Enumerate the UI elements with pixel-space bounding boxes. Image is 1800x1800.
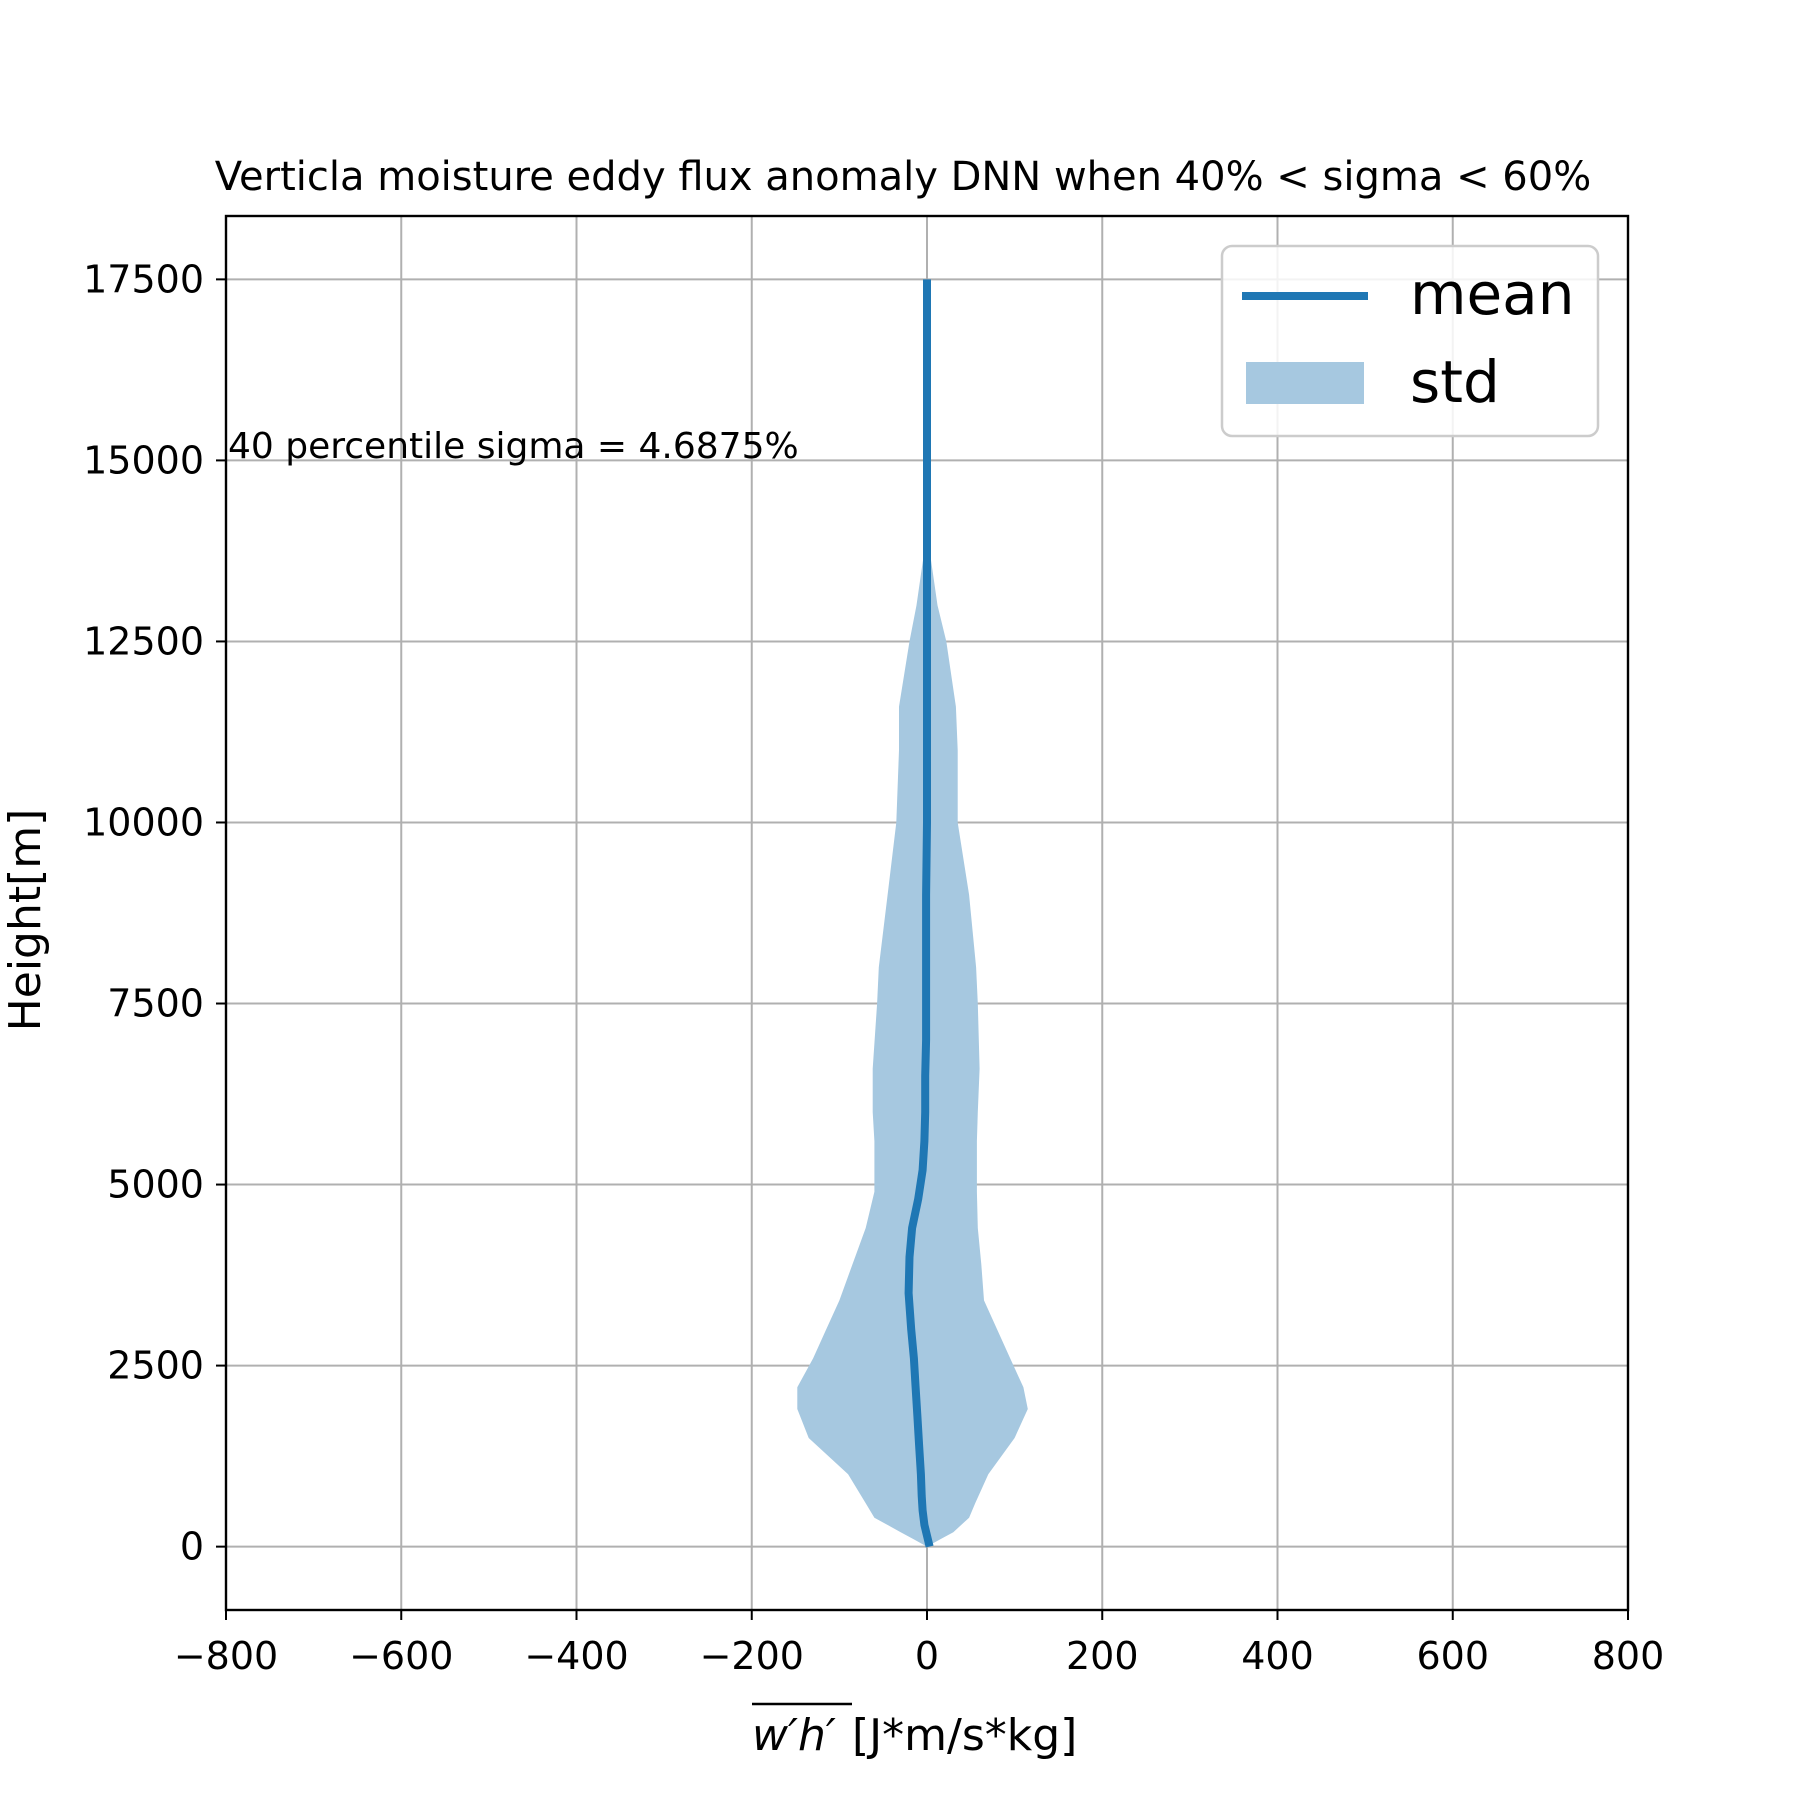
x-tick-label: 600: [1416, 1634, 1489, 1678]
x-tick-label: −600: [349, 1634, 453, 1678]
y-tick-label: 15000: [83, 438, 204, 482]
legend: mean std: [1220, 244, 1600, 438]
y-tick-label: 10000: [83, 800, 204, 844]
x-label-symbol: w′h′: [752, 1710, 836, 1761]
legend-std-swatch: [1246, 362, 1364, 404]
y-tick-label: 7500: [107, 982, 204, 1026]
x-tick-label: 800: [1592, 1634, 1665, 1678]
line-layer: [904, 279, 934, 1548]
std-band: [797, 532, 1028, 1547]
y-tick-label: 2500: [107, 1344, 204, 1388]
y-tick-label: 0: [180, 1525, 204, 1569]
legend-mean-label: mean: [1410, 260, 1574, 328]
x-axis-ticks: −800 −600 −400 −200 0 200 400 600 800: [174, 1610, 1664, 1678]
y-axis-ticks: 0 2500 5000 7500 10000 12500 15000 17500: [83, 257, 226, 1569]
chart-title: Verticla moisture eddy flux anomaly DNN …: [215, 154, 1591, 200]
x-tick-label: 400: [1241, 1634, 1314, 1678]
y-tick-label: 12500: [83, 619, 204, 663]
y-tick-label: 5000: [107, 1163, 204, 1207]
x-tick-label: −800: [174, 1634, 278, 1678]
x-tick-label: −400: [524, 1634, 628, 1678]
x-label-unit: [J*m/s*kg]: [852, 1710, 1077, 1761]
band-layer: [797, 532, 1028, 1547]
x-tick-label: 0: [915, 1634, 939, 1678]
annotation-text: 40 percentile sigma = 4.6875%: [228, 426, 799, 467]
x-tick-label: 200: [1066, 1634, 1139, 1678]
mean-line: [904, 279, 934, 1548]
y-axis-label: Height[m]: [0, 809, 51, 1032]
y-tick-label: 17500: [83, 257, 204, 301]
x-tick-label: −200: [700, 1634, 804, 1678]
legend-std-label: std: [1410, 348, 1500, 416]
x-axis-label: w′h′ [J*m/s*kg]: [752, 1702, 1077, 1761]
